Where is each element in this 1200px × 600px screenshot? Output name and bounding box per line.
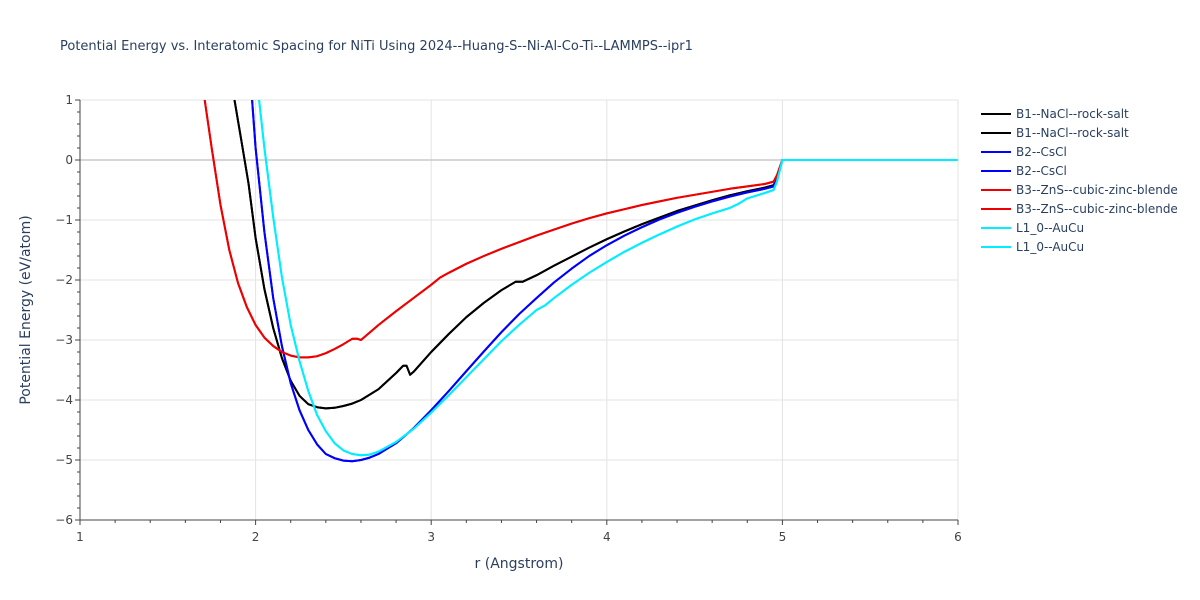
series-line-2 <box>233 100 958 410</box>
legend-label: B1--NaCl--rock-salt <box>1016 126 1129 140</box>
x-tick-label: 5 <box>779 530 787 544</box>
legend: B1--NaCl--rock-salt B1--NaCl--rock-salt B2… <box>981 107 1178 254</box>
legend-label: L1_0--AuCu <box>1016 240 1084 254</box>
legend-label: B2--CsCl <box>1016 164 1067 178</box>
legend-label: B3--ZnS--cubic-zinc-blende <box>1016 183 1178 197</box>
x-tick-label: 2 <box>252 530 260 544</box>
legend-label: L1_0--AuCu <box>1016 221 1084 235</box>
x-tick-label: 1 <box>76 530 84 544</box>
series-line-7 <box>258 100 958 457</box>
y-tick-label: −4 <box>55 393 73 407</box>
legend-item[interactable]: B1--NaCl--rock-salt <box>981 126 1129 140</box>
x-tick-label: 6 <box>954 530 962 544</box>
legend-item[interactable]: B3--ZnS--cubic-zinc-blende <box>981 202 1178 216</box>
y-tick-label: −5 <box>55 453 73 467</box>
legend-item[interactable]: L1_0--AuCu <box>981 221 1084 235</box>
legend-item[interactable]: L1_0--AuCu <box>981 240 1084 254</box>
series-line-8 <box>258 100 958 457</box>
axes: 1 2 3 4 5 6 1 0 −1 −2 −3 −4 −5 −6 <box>55 93 962 544</box>
chart-title: Potential Energy vs. Interatomic Spacing… <box>60 39 693 54</box>
series-line-4 <box>251 100 958 463</box>
series-line-3 <box>251 100 958 463</box>
x-tick-label: 4 <box>603 530 611 544</box>
y-axis-title: Potential Energy (eV/atom) <box>18 215 34 404</box>
legend-label: B3--ZnS--cubic-zinc-blende <box>1016 202 1178 216</box>
series-line-6 <box>203 100 958 359</box>
legend-label: B2--CsCl <box>1016 145 1067 159</box>
series-line-1 <box>233 100 958 410</box>
x-tick-label: 3 <box>427 530 435 544</box>
y-tick-label: −2 <box>55 273 73 287</box>
x-axis-title: r (Angstrom) <box>475 556 564 572</box>
legend-item[interactable]: B2--CsCl <box>981 164 1067 178</box>
series-line-5 <box>203 100 958 359</box>
y-tick-label: −1 <box>55 213 73 227</box>
legend-label: B1--NaCl--rock-salt <box>1016 107 1129 121</box>
y-tick-label: 1 <box>65 93 73 107</box>
y-tick-label: −6 <box>55 513 73 527</box>
grid <box>80 99 959 520</box>
y-tick-label: −3 <box>55 333 73 347</box>
y-tick-label: 0 <box>65 153 73 167</box>
legend-item[interactable]: B2--CsCl <box>981 145 1067 159</box>
legend-item[interactable]: B3--ZnS--cubic-zinc-blende <box>981 183 1178 197</box>
legend-item[interactable]: B1--NaCl--rock-salt <box>981 107 1129 121</box>
series-group <box>203 100 958 463</box>
